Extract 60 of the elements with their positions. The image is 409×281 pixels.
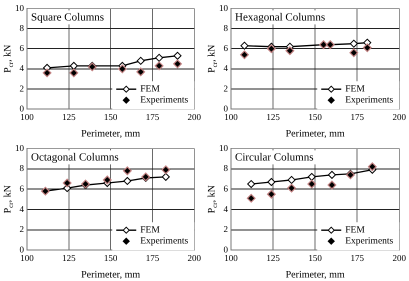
x-tick-label: 100 xyxy=(224,252,238,263)
legend-label: Experiments xyxy=(345,236,394,247)
y-tick-label: 4 xyxy=(20,204,24,214)
y-tick-label: 2 xyxy=(20,224,24,234)
y-tick-label: 10 xyxy=(15,142,24,153)
x-axis-title: Perimeter, mm xyxy=(81,128,140,140)
x-axis-title: Perimeter, mm xyxy=(286,270,345,281)
y-tick-label: 4 xyxy=(20,63,24,74)
chart-title: Circular Columns xyxy=(235,151,314,164)
legend-label: FEM xyxy=(140,226,160,236)
y-tick-label: 2 xyxy=(224,224,228,234)
y-tick-label: 2 xyxy=(224,83,228,94)
y-tick-label: 8 xyxy=(20,22,24,33)
y-tick-label: 6 xyxy=(20,183,24,194)
x-tick-label: 125 xyxy=(62,252,76,263)
y-tick-label: 0 xyxy=(20,104,24,114)
chart-title: Square Columns xyxy=(31,11,104,24)
x-tick-label: 125 xyxy=(266,112,280,122)
legend-label: FEM xyxy=(140,84,160,95)
y-tick-label: 10 xyxy=(219,2,228,13)
chart-title: Octagonal Columns xyxy=(31,151,119,164)
y-tick-label: 6 xyxy=(224,43,228,54)
x-tick-label: 200 xyxy=(188,252,202,263)
legend-label: FEM xyxy=(345,226,366,236)
legend-label: FEM xyxy=(345,84,366,95)
chart-title: Hexagonal Columns xyxy=(235,11,326,24)
legend-label: Experiments xyxy=(140,236,189,247)
x-tick-label: 125 xyxy=(62,112,76,122)
x-tick-label: 200 xyxy=(188,112,202,122)
x-tick-label: 100 xyxy=(20,112,34,122)
x-tick-label: 175 xyxy=(146,252,160,263)
x-tick-label: 125 xyxy=(266,252,280,263)
y-tick-label: 8 xyxy=(224,22,228,33)
x-axis-title: Perimeter, mm xyxy=(81,270,140,281)
x-tick-label: 200 xyxy=(392,252,406,263)
x-axis-title: Perimeter, mm xyxy=(286,128,345,140)
x-tick-label: 150 xyxy=(308,252,322,263)
y-tick-label: 4 xyxy=(224,63,228,74)
y-tick-label: 0 xyxy=(20,244,24,255)
x-tick-label: 200 xyxy=(392,112,406,122)
x-tick-label: 150 xyxy=(104,252,118,263)
legend-label: Experiments xyxy=(345,96,394,106)
y-tick-label: 2 xyxy=(20,83,24,94)
x-tick-label: 175 xyxy=(350,252,364,263)
x-tick-label: 150 xyxy=(104,112,118,122)
y-tick-label: 0 xyxy=(224,104,228,114)
y-tick-label: 4 xyxy=(224,204,228,214)
y-tick-label: 10 xyxy=(15,2,24,13)
y-tick-label: 8 xyxy=(20,163,24,174)
y-tick-label: 0 xyxy=(224,244,228,255)
y-tick-label: 10 xyxy=(219,142,228,153)
y-tick-label: 6 xyxy=(20,43,24,54)
legend-label: Experiments xyxy=(140,96,189,106)
x-tick-label: 100 xyxy=(224,112,238,122)
y-tick-label: 6 xyxy=(224,183,228,194)
x-tick-label: 175 xyxy=(146,112,160,122)
x-tick-label: 100 xyxy=(20,252,34,263)
x-tick-label: 175 xyxy=(350,112,364,122)
x-tick-label: 150 xyxy=(308,112,322,122)
y-tick-label: 8 xyxy=(224,163,228,174)
